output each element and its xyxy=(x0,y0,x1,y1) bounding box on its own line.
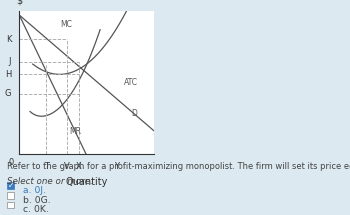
Text: H: H xyxy=(5,70,11,79)
Text: a. 0J.: a. 0J. xyxy=(23,186,46,195)
Text: V: V xyxy=(64,162,70,171)
Text: ✓: ✓ xyxy=(8,181,14,190)
FancyBboxPatch shape xyxy=(7,202,14,208)
Text: MR: MR xyxy=(69,127,81,136)
FancyBboxPatch shape xyxy=(7,192,14,199)
Text: T: T xyxy=(44,162,49,171)
Text: G: G xyxy=(5,89,11,98)
Text: Y: Y xyxy=(114,162,119,171)
Text: Refer to the graph for a profit-maximizing monopolist. The firm will set its pri: Refer to the graph for a profit-maximizi… xyxy=(7,162,350,171)
Text: Quantity: Quantity xyxy=(65,177,108,187)
Text: c. 0K.: c. 0K. xyxy=(23,205,49,214)
Text: X: X xyxy=(76,162,82,171)
Text: J: J xyxy=(9,57,11,66)
Text: 0: 0 xyxy=(8,158,14,167)
Text: ATC: ATC xyxy=(124,78,138,87)
Text: D: D xyxy=(131,109,137,118)
Text: $: $ xyxy=(16,0,22,5)
Text: MC: MC xyxy=(60,20,72,29)
Text: K: K xyxy=(6,35,11,44)
Text: Select one or more:: Select one or more: xyxy=(7,177,93,186)
FancyBboxPatch shape xyxy=(7,183,14,189)
Text: b. 0G.: b. 0G. xyxy=(23,196,50,205)
